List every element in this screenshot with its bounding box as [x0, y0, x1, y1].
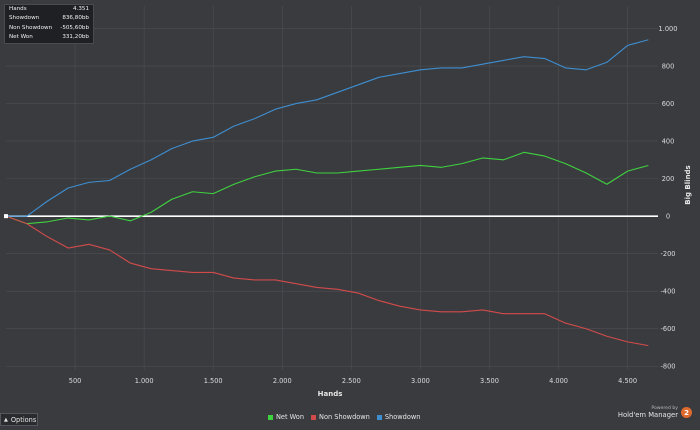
brand-logo: Powered by Hold'em Manager 2: [618, 406, 692, 419]
axis-labels: 500 1.000 1.500 2.000 2.500 3.000 3.500 4.000 4.…: [69, 25, 678, 385]
stats-value: 4.351: [72, 6, 89, 12]
y-tick-label: 1.000: [659, 25, 678, 33]
stats-row-non-showdown: Non Showdown -505,60bb: [5, 24, 93, 33]
stats-summary-box: Hands 4.351 Showdown 836,80bb Non Showdo…: [4, 4, 94, 44]
legend-label: Non Showdown: [319, 413, 370, 421]
stats-label: Hands: [9, 6, 27, 12]
y-tick-label: -200: [661, 250, 676, 258]
grid-lines: [6, 6, 658, 370]
powered-by-text: Powered by: [651, 406, 678, 411]
y-tick-label: -600: [661, 325, 676, 333]
x-tick-label: 1.000: [135, 377, 154, 385]
legend-item-net-won[interactable]: Net Won: [268, 413, 304, 421]
x-tick-label: 2.500: [342, 377, 361, 385]
y-tick-label: 600: [662, 100, 675, 108]
brand-name: Hold'em Manager: [617, 411, 678, 419]
series-line-non-showdown: [5, 215, 649, 347]
x-tick-label: 4.000: [549, 377, 568, 385]
legend-item-showdown[interactable]: Showdown: [376, 413, 421, 421]
stats-value: 836,80bb: [62, 15, 89, 22]
legend-swatch-net-won: [268, 414, 273, 420]
brand-badge-icon: 2: [681, 407, 692, 418]
legend-item-non-showdown[interactable]: Non Showdown: [311, 413, 370, 421]
stats-row-showdown: Showdown 836,80bb: [5, 14, 93, 23]
legend-swatch-showdown: [376, 414, 382, 420]
brand-text: Powered by Hold'em Manager: [618, 406, 678, 419]
series-line-net-won: [5, 151, 649, 225]
legend-label: Showdown: [384, 413, 421, 421]
options-label: Options: [10, 415, 37, 424]
stats-value: -505,60bb: [60, 24, 89, 31]
y-tick-label: 800: [662, 62, 675, 70]
x-tick-label: 4.500: [618, 377, 637, 385]
x-tick-label: 500: [69, 377, 82, 385]
series-lines: [4, 39, 649, 347]
legend-label: Net Won: [276, 413, 305, 421]
caret-up-icon: ▲: [4, 416, 8, 423]
stats-label: Net Won: [9, 33, 33, 40]
series-line-showdown: [6, 39, 649, 217]
y-tick-label: 400: [662, 137, 675, 145]
stats-label: Non Showdown: [9, 24, 53, 31]
chart-legend: Net Won Non Showdown Showdown: [268, 413, 420, 421]
y-axis-title: Big Blinds: [684, 165, 692, 204]
x-tick-label: 3.500: [480, 377, 499, 385]
y-tick-label: -400: [661, 287, 676, 295]
x-tick-label: 2.000: [273, 377, 292, 385]
y-tick-label: -800: [661, 363, 676, 371]
y-tick-label: 0: [666, 212, 670, 220]
stats-label: Showdown: [9, 15, 40, 22]
y-tick-label: 200: [662, 175, 675, 183]
stats-row-hands: Hands 4.351: [5, 5, 93, 14]
x-tick-label: 3.000: [411, 377, 430, 385]
x-tick-label: 1.500: [204, 377, 223, 385]
stats-row-net-won: Net Won 331,20bb: [5, 33, 93, 42]
origin-marker: [4, 214, 8, 219]
stats-value: 331,20bb: [62, 33, 89, 40]
options-button[interactable]: ▲ Options: [0, 413, 38, 426]
x-axis-title: Hands: [318, 390, 343, 398]
legend-swatch-non-showdown: [311, 414, 317, 420]
